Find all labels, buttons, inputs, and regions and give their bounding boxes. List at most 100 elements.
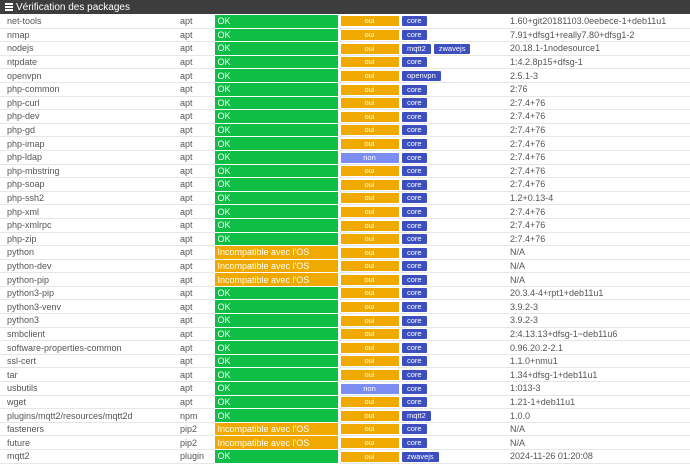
package-version: 2:7.4+76 bbox=[510, 206, 546, 217]
package-status: OK bbox=[213, 449, 339, 464]
plugin-tag[interactable]: core bbox=[402, 288, 427, 299]
needed-cell: oui bbox=[338, 246, 400, 260]
tags-cell: core bbox=[400, 191, 508, 205]
package-name: python-dev bbox=[7, 260, 52, 271]
package-type: apt bbox=[180, 288, 193, 299]
plugin-tag[interactable]: core bbox=[402, 383, 427, 394]
package-version: N/A bbox=[510, 274, 526, 285]
package-type: apt bbox=[180, 97, 193, 108]
plugin-tag[interactable]: core bbox=[402, 342, 427, 353]
tags-cell: core bbox=[400, 82, 508, 96]
needed-badge: oui bbox=[340, 70, 399, 81]
package-type: apt bbox=[180, 57, 193, 68]
plugin-tag[interactable]: openvpn bbox=[402, 70, 441, 81]
package-status: Incompatible avec l'OS bbox=[213, 245, 339, 260]
package-version: 3.9.2-3 bbox=[510, 301, 539, 312]
package-name: future bbox=[7, 437, 31, 448]
package-name: php-gd bbox=[7, 125, 36, 136]
tags-cell: core bbox=[400, 341, 508, 355]
package-name: nmap bbox=[7, 29, 30, 40]
needed-cell: oui bbox=[338, 422, 400, 436]
plugin-tag[interactable]: core bbox=[402, 329, 427, 340]
package-name: usbutils bbox=[7, 383, 38, 394]
table-row: smbclient apt OK oui core 2:4.13.13+dfsg-1~de… bbox=[0, 326, 690, 342]
plugin-tag[interactable]: core bbox=[402, 356, 427, 367]
table-row: php-gd apt OK oui core 2:7.4+76 bbox=[0, 122, 690, 138]
plugin-tag[interactable]: core bbox=[402, 138, 427, 149]
plugin-tag[interactable]: core bbox=[402, 302, 427, 313]
plugin-tag[interactable]: core bbox=[402, 234, 427, 245]
package-status: Incompatible avec l'OS bbox=[213, 272, 339, 287]
table-row: php-ldap apt OK non core 2:7.4+76 bbox=[0, 149, 690, 165]
plugin-tag[interactable]: zwavejs bbox=[433, 43, 471, 54]
package-version: 2:7.4+76 bbox=[510, 138, 546, 149]
package-type: apt bbox=[180, 301, 193, 312]
needed-cell: non bbox=[338, 150, 400, 164]
package-type: apt bbox=[180, 260, 193, 271]
needed-badge: oui bbox=[340, 84, 399, 95]
needed-cell: oui bbox=[338, 42, 400, 56]
plugin-tag[interactable]: core bbox=[402, 125, 427, 136]
plugin-tag[interactable]: core bbox=[402, 84, 427, 95]
plugin-tag[interactable]: mqtt2 bbox=[402, 43, 431, 54]
package-type: apt bbox=[180, 396, 193, 407]
needed-cell: oui bbox=[338, 300, 400, 314]
package-name: python bbox=[7, 247, 35, 258]
package-name: net-tools bbox=[7, 16, 42, 27]
needed-cell: oui bbox=[338, 450, 400, 464]
package-version: N/A bbox=[510, 247, 526, 258]
table-row: plugins/mqtt2/resources/mqtt2d npm OK oui mq… bbox=[0, 408, 690, 423]
needed-badge: oui bbox=[340, 125, 399, 136]
plugin-tag[interactable]: core bbox=[402, 315, 427, 326]
plugin-tag[interactable]: core bbox=[402, 261, 427, 272]
package-version: 1.0.0 bbox=[510, 410, 531, 421]
package-status: OK bbox=[213, 408, 339, 423]
needed-cell: oui bbox=[338, 205, 400, 219]
table-row: python3-pip apt OK oui core 20.3.4-4+rpt1+deb… bbox=[0, 285, 690, 301]
needed-badge: oui bbox=[340, 438, 399, 449]
package-version: N/A bbox=[510, 260, 526, 271]
plugin-tag[interactable]: core bbox=[402, 424, 427, 435]
plugin-tag[interactable]: core bbox=[402, 397, 427, 408]
plugin-tag[interactable]: core bbox=[402, 220, 427, 231]
needed-badge: oui bbox=[340, 179, 399, 190]
package-version: 2:7.4+76 bbox=[510, 179, 546, 190]
package-status: OK bbox=[213, 95, 339, 111]
package-version: N/A bbox=[510, 424, 526, 435]
plugin-tag[interactable]: core bbox=[402, 30, 427, 41]
plugin-tag[interactable]: core bbox=[402, 179, 427, 190]
package-type: apt bbox=[180, 383, 193, 394]
package-name: wget bbox=[7, 396, 27, 407]
package-version: 2:7.4+76 bbox=[510, 125, 546, 136]
plugin-tag[interactable]: core bbox=[402, 247, 427, 258]
tags-cell: core bbox=[400, 327, 508, 341]
table-row: ssl-cert apt OK oui core 1.1.0+nmu1 bbox=[0, 353, 690, 369]
needed-badge: oui bbox=[340, 410, 399, 421]
package-name: php-curl bbox=[7, 97, 40, 108]
package-type: apt bbox=[180, 165, 193, 176]
plugin-tag[interactable]: core bbox=[402, 370, 427, 381]
package-name: smbclient bbox=[7, 328, 46, 339]
plugin-tag[interactable]: core bbox=[402, 438, 427, 449]
needed-badge: oui bbox=[340, 193, 399, 204]
plugin-tag[interactable]: core bbox=[402, 98, 427, 109]
plugin-tag[interactable]: zwavejs bbox=[402, 451, 439, 462]
packages-table: net-tools apt OK oui core 1.60+git20181103.0e… bbox=[0, 14, 690, 464]
needed-cell: oui bbox=[338, 327, 400, 341]
table-row: php-curl apt OK oui core 2:7.4+76 bbox=[0, 95, 690, 111]
plugin-tag[interactable]: core bbox=[402, 206, 427, 217]
plugin-tag[interactable]: core bbox=[402, 166, 427, 177]
plugin-tag[interactable]: core bbox=[402, 152, 427, 163]
plugin-tag[interactable]: core bbox=[402, 111, 427, 122]
package-type: apt bbox=[180, 84, 193, 95]
plugin-tag[interactable]: core bbox=[402, 57, 427, 68]
plugin-tag[interactable]: core bbox=[402, 274, 427, 285]
needed-badge: oui bbox=[340, 288, 399, 299]
plugin-tag[interactable]: core bbox=[402, 193, 427, 204]
plugin-tag[interactable]: core bbox=[402, 16, 427, 27]
needed-badge: oui bbox=[340, 16, 399, 27]
package-version: 1.34+dfsg-1+deb11u1 bbox=[510, 369, 598, 380]
needed-badge: oui bbox=[340, 397, 399, 408]
needed-cell: oui bbox=[338, 137, 400, 151]
plugin-tag[interactable]: mqtt2 bbox=[402, 410, 431, 421]
